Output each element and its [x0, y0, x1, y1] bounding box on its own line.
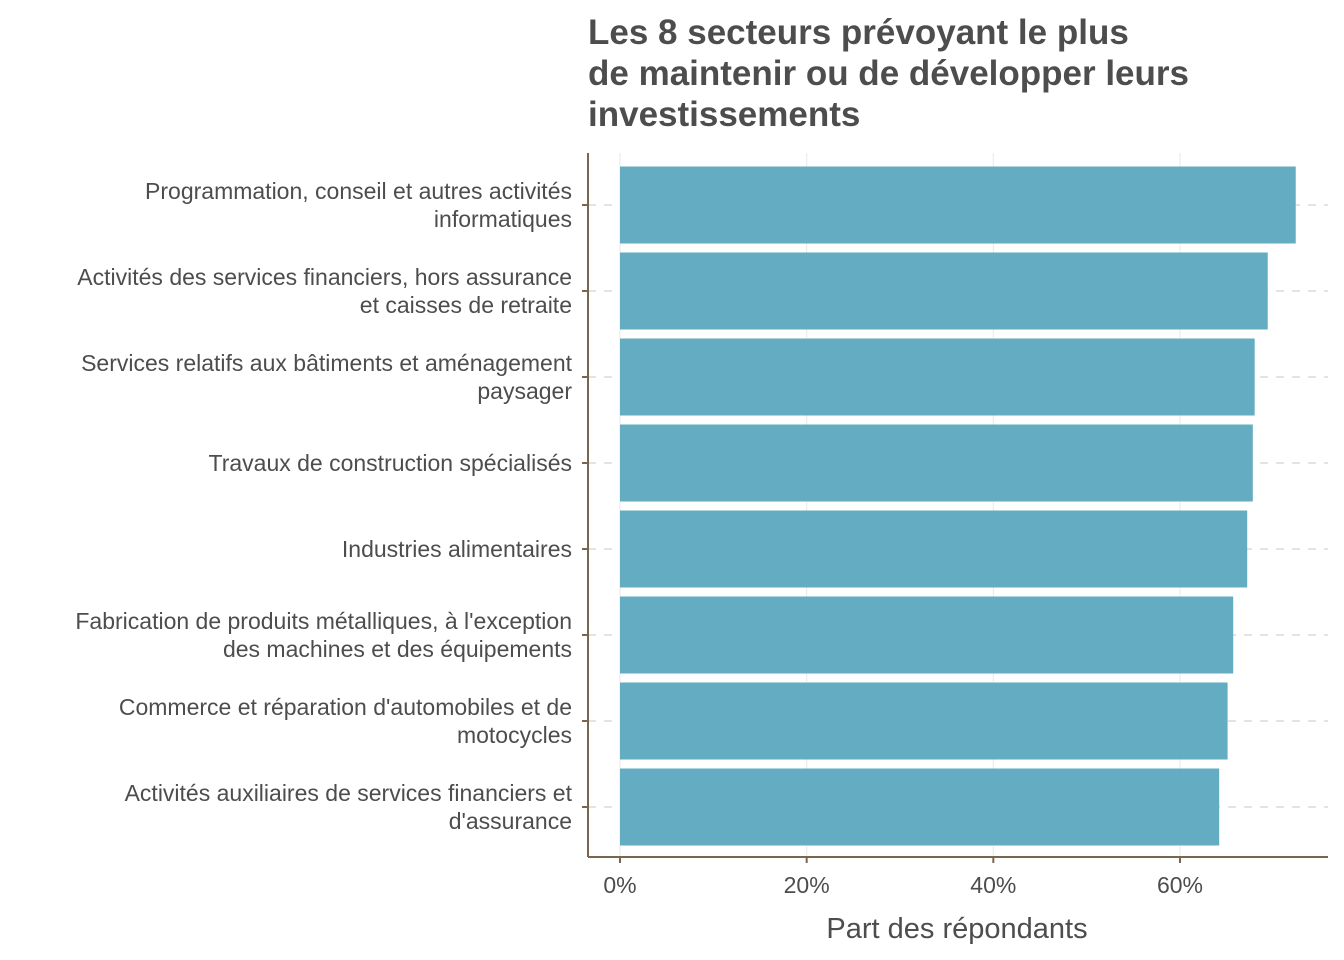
y-tick-label-line: Fabrication de produits métalliques, à l…	[75, 608, 572, 634]
bars-layer	[620, 166, 1296, 846]
y-axis-labels: Programmation, conseil et autres activit…	[75, 178, 572, 834]
bar	[620, 424, 1253, 502]
y-tick-label: Fabrication de produits métalliques, à l…	[75, 608, 572, 662]
y-tick-label: Activités des services financiers, hors …	[77, 264, 572, 318]
y-tick-label-line: Services relatifs aux bâtiments et aména…	[81, 350, 573, 376]
y-tick-label-line: paysager	[477, 378, 572, 404]
y-tick-label-line: Activités des services financiers, hors …	[77, 264, 572, 290]
y-tick-label-line: informatiques	[434, 206, 572, 232]
bar	[620, 768, 1220, 846]
chart-title-line-1: Les 8 secteurs prévoyant le plus	[588, 13, 1129, 52]
y-tick-label-line: des machines et des équipements	[223, 636, 572, 662]
y-tick-label-line: Programmation, conseil et autres activit…	[145, 178, 572, 204]
y-tick-label: Travaux de construction spécialisés	[209, 450, 573, 476]
y-tick-label-line: d'assurance	[449, 808, 572, 834]
bar	[620, 338, 1255, 416]
y-tick-label: Commerce et réparation d'automobiles et …	[119, 694, 572, 748]
y-tick-label-line: Activités auxiliaires de services financ…	[125, 780, 573, 806]
y-tick-label: Programmation, conseil et autres activit…	[145, 178, 572, 232]
chart-title-line-3: investissements	[588, 95, 861, 134]
y-tick-label-line: Travaux de construction spécialisés	[209, 450, 573, 476]
bar	[620, 596, 1234, 674]
x-tick-label: 40%	[970, 872, 1016, 898]
y-tick-label: Activités auxiliaires de services financ…	[125, 780, 573, 834]
bar	[620, 252, 1268, 330]
y-tick-label: Industries alimentaires	[342, 536, 572, 562]
x-axis-labels: 0% 20% 40% 60%	[603, 872, 1203, 898]
bar	[620, 166, 1296, 244]
y-tick-label-line: motocycles	[457, 722, 572, 748]
y-tick-label-line: Industries alimentaires	[342, 536, 572, 562]
y-tick-label: Services relatifs aux bâtiments et aména…	[81, 350, 573, 404]
x-tick-label: 60%	[1157, 872, 1203, 898]
chart-title: Les 8 secteurs prévoyant le plus de main…	[588, 12, 1328, 135]
x-tick-label: 20%	[784, 872, 830, 898]
y-tick-label-line: et caisses de retraite	[360, 292, 572, 318]
x-tick-label: 0%	[603, 872, 636, 898]
y-tick-label-line: Commerce et réparation d'automobiles et …	[119, 694, 572, 720]
bar	[620, 510, 1248, 588]
bar	[620, 682, 1228, 760]
x-axis-title: Part des répondants	[826, 913, 1087, 945]
axes-layer	[582, 153, 1328, 863]
chart-title-line-2: de maintenir ou de développer leurs	[588, 54, 1189, 93]
